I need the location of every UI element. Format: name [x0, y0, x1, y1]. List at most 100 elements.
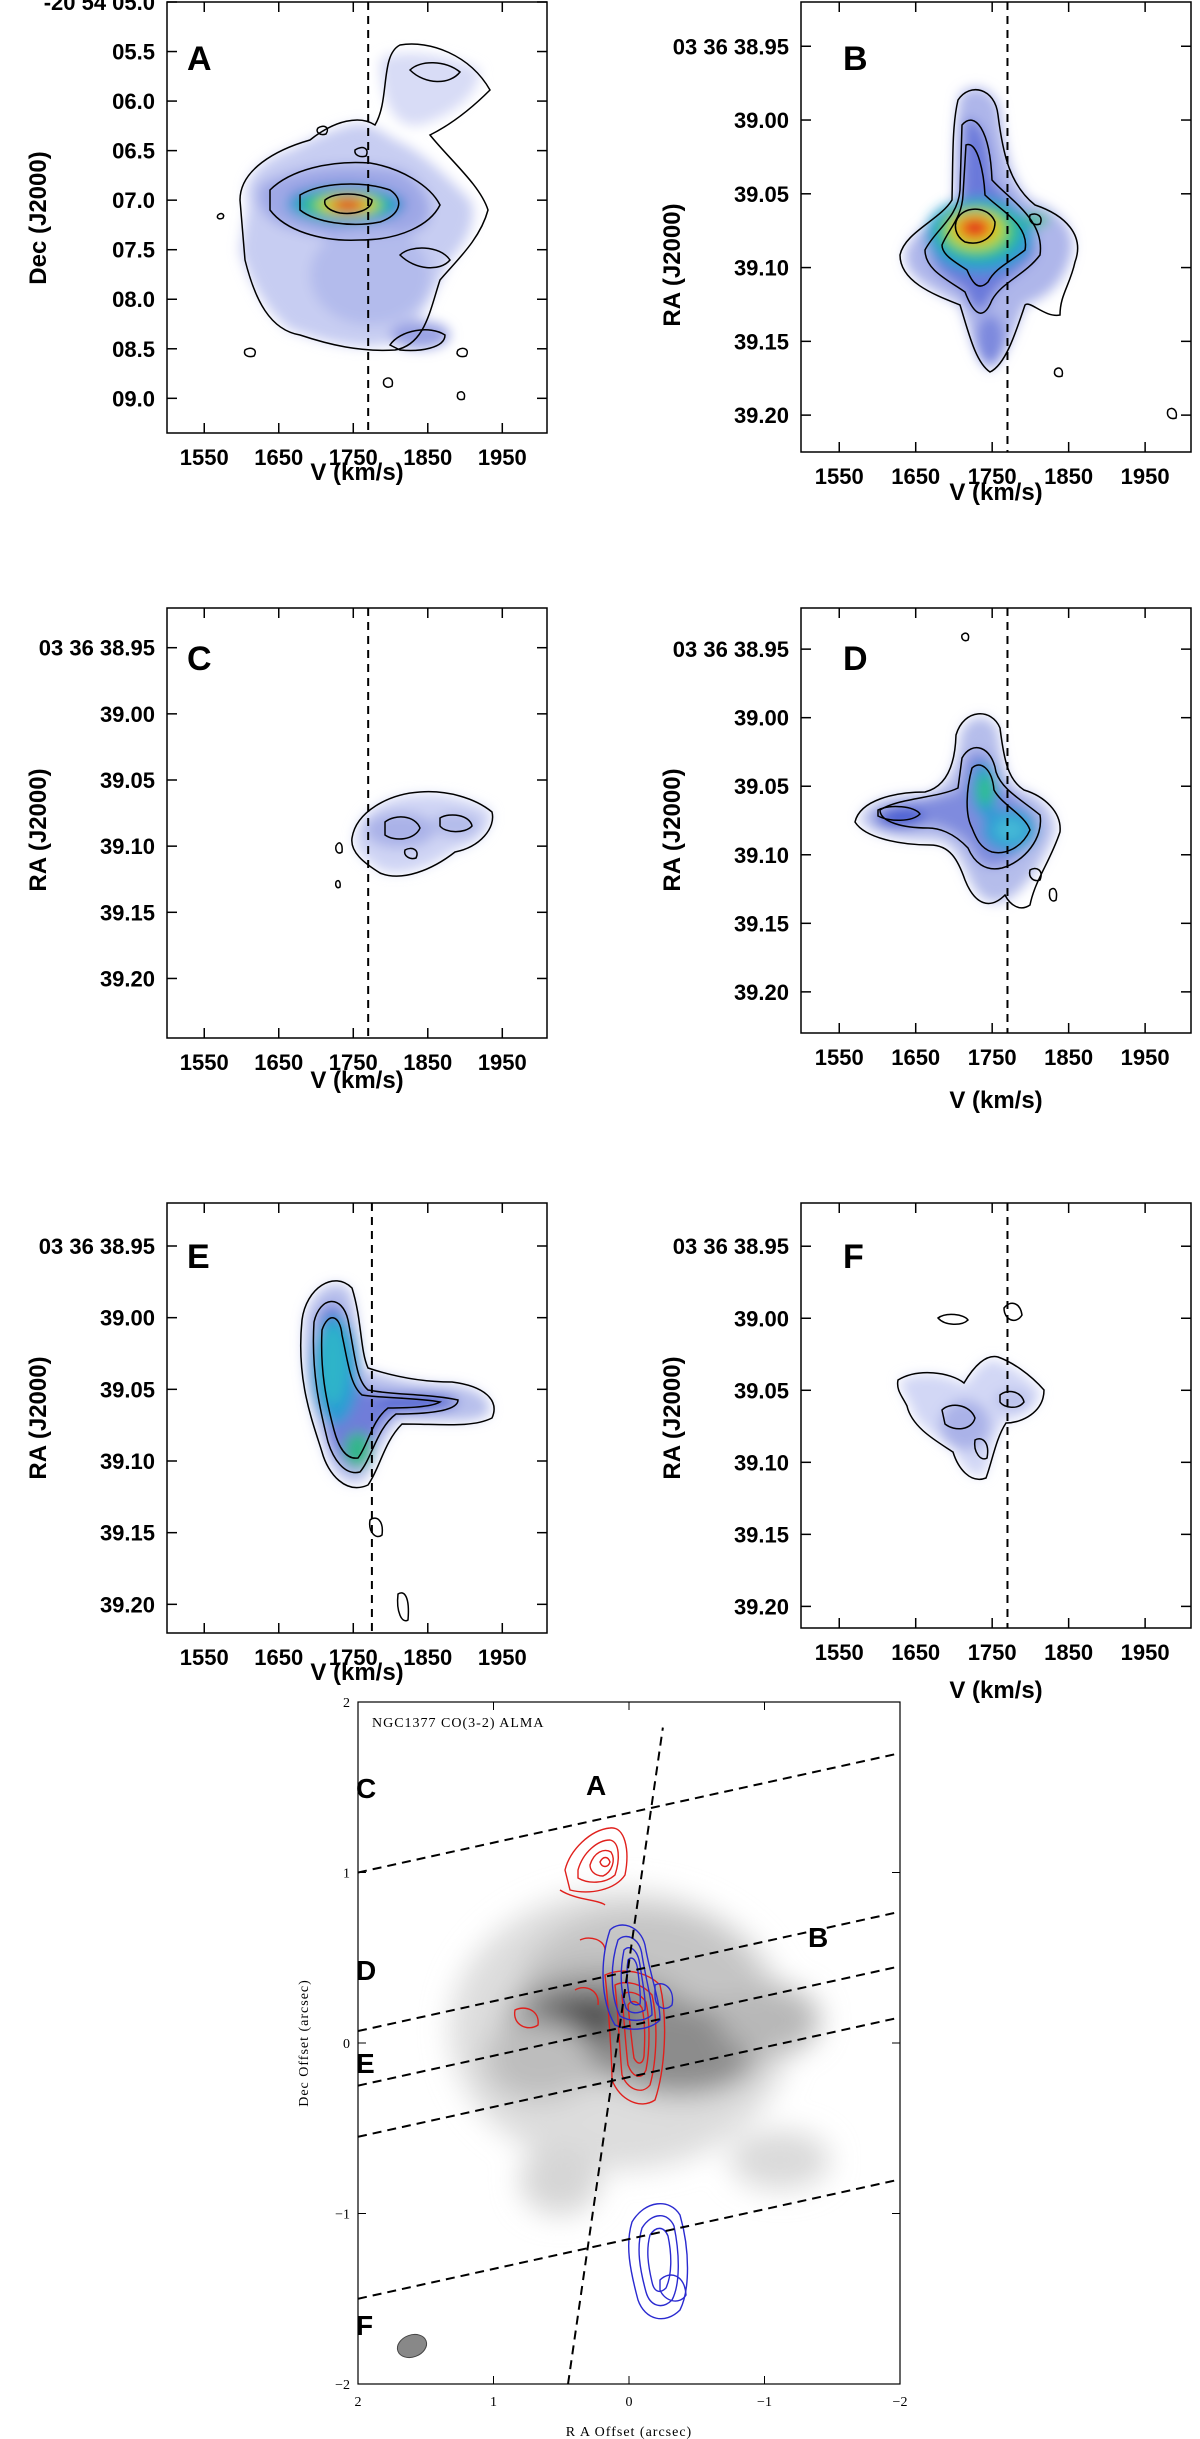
- panel-frame: [800, 1202, 1192, 1629]
- y-tick-label: 39.05: [734, 182, 789, 207]
- map-y-tick-label: −1: [335, 2208, 350, 2223]
- slit-label-a: A: [586, 1770, 606, 1801]
- co-map-panel: 2 1 0 −1 −2 2 1 0 −1 −2 NGC1377 CO(3-2) ALMA R A …: [297, 1696, 907, 2439]
- slit-label-d: D: [356, 1955, 376, 1986]
- panel-label-a: A: [187, 40, 212, 78]
- slit-line-a: [567, 1727, 664, 2384]
- panel-label-b: B: [843, 40, 868, 78]
- y-tick-label: 39.15: [734, 1522, 789, 1547]
- y-tick-label: 39.10: [734, 1450, 789, 1475]
- panel-label-d: D: [843, 640, 868, 678]
- map-y-tick-label: 2: [343, 1696, 350, 1711]
- map-y-tick-label: −2: [335, 2378, 350, 2393]
- x-tick-label: 1950: [478, 445, 527, 470]
- y-axis-label: Dec (J2000): [25, 151, 52, 284]
- y-tick-label: 39.10: [100, 1449, 155, 1474]
- pv-emission-d: [854, 632, 1061, 909]
- slit-line-b: [358, 1965, 900, 2087]
- y-tick-label: 03 36 38.95: [673, 1234, 789, 1259]
- pv-panel-c: 1550 1650 1750 1850 1950 03 36 38.95 39.00 39.0…: [25, 607, 548, 1094]
- axis-ticks-f: 1550 1650 1750 1850 1950 03 36 38.95 39.00 39.0…: [673, 1203, 1191, 1665]
- x-tick-label: 1750: [968, 464, 1017, 489]
- x-tick-label: 1750: [329, 445, 378, 470]
- y-axis-label: RA (J2000): [25, 768, 52, 891]
- slit-line-f: [358, 2178, 900, 2300]
- x-axis-label: V (km/s): [310, 1067, 403, 1094]
- x-axis-label: V (km/s): [949, 1677, 1042, 1704]
- slit-labels: A C B D E F: [356, 1770, 828, 2341]
- y-tick-label: 39.20: [734, 1594, 789, 1619]
- x-tick-label: 1950: [1121, 1045, 1170, 1070]
- y-tick-label: 39.05: [734, 774, 789, 799]
- map-y-tick-label: 1: [343, 1867, 350, 1882]
- y-tick-label: 03 36 38.95: [39, 1234, 155, 1259]
- y-tick-label: 05.5: [112, 40, 155, 65]
- panel-frame: [166, 1, 548, 434]
- y-tick-label: 39.05: [100, 1377, 155, 1402]
- y-tick-label: 39.10: [734, 256, 789, 281]
- y-tick-label: 39.15: [100, 900, 155, 925]
- x-tick-label: 1550: [180, 1645, 229, 1670]
- pv-panel-a: 1550 1650 1750 1850 1950 -20 54 05.0 05.5 06.0 0…: [25, 0, 548, 486]
- x-tick-label: 1850: [403, 1645, 452, 1670]
- y-tick-label: 39.00: [734, 108, 789, 133]
- slit-line-d: [358, 1910, 900, 2033]
- slit-line-c: [358, 1752, 900, 1874]
- blueshifted-contours: [602, 1924, 689, 2320]
- y-tick-label: 39.00: [734, 706, 789, 731]
- continuum-greyscale: [450, 1890, 830, 2215]
- panel-frame: [166, 607, 548, 1039]
- map-x-tick-label: −1: [757, 2395, 772, 2410]
- y-tick-label: 39.10: [734, 843, 789, 868]
- axis-ticks-d: 1550 1650 1750 1850 1950 03 36 38.95 39.00 39.0…: [673, 608, 1191, 1070]
- y-tick-label: 08.5: [112, 337, 155, 362]
- map-x-tick-label: 1: [490, 2395, 497, 2410]
- y-tick-label: 06.5: [112, 139, 155, 164]
- y-tick-label: 39.05: [100, 768, 155, 793]
- y-tick-label: 09.0: [112, 386, 155, 411]
- x-axis-label: V (km/s): [310, 1659, 403, 1686]
- slit-label-f: F: [356, 2310, 373, 2341]
- y-tick-label: -20 54 05.0: [44, 0, 155, 15]
- x-tick-label: 1650: [891, 464, 940, 489]
- x-tick-label: 1950: [1121, 1640, 1170, 1665]
- y-tick-label: 39.00: [734, 1306, 789, 1331]
- y-axis-label: RA (J2000): [25, 1356, 52, 1479]
- x-tick-label: 1550: [815, 1045, 864, 1070]
- axis-ticks-b: 1550 1650 1750 1850 1950 03 36 38.95 39.00 39.0…: [673, 2, 1191, 489]
- y-axis-label: RA (J2000): [659, 768, 686, 891]
- y-tick-label: 39.10: [100, 834, 155, 859]
- pv-emission-b: [899, 87, 1178, 420]
- x-tick-label: 1650: [254, 1645, 303, 1670]
- x-tick-label: 1850: [1044, 1640, 1093, 1665]
- x-tick-label: 1850: [1044, 464, 1093, 489]
- y-tick-label: 08.0: [112, 287, 155, 312]
- x-tick-label: 1650: [254, 445, 303, 470]
- redshifted-contours: [514, 1827, 666, 2105]
- x-tick-label: 1750: [968, 1045, 1017, 1070]
- x-tick-label: 1650: [891, 1640, 940, 1665]
- slit-line-e: [358, 2016, 900, 2138]
- y-tick-label: 39.15: [734, 911, 789, 936]
- x-tick-label: 1550: [180, 445, 229, 470]
- x-tick-label: 1650: [254, 1050, 303, 1075]
- pv-emission-f: [896, 1302, 1045, 1481]
- panel-label-e: E: [187, 1238, 210, 1276]
- axis-ticks-a: 1550 1650 1750 1850 1950 -20 54 05.0 05.5 06.0 0…: [44, 0, 547, 470]
- y-tick-label: 03 36 38.95: [39, 636, 155, 661]
- map-x-tick-label: −2: [893, 2395, 908, 2410]
- x-tick-label: 1750: [968, 1640, 1017, 1665]
- x-axis-label: V (km/s): [949, 479, 1042, 506]
- axis-ticks-e: 1550 1650 1750 1850 1950 03 36 38.95 39.00 39.0…: [39, 1203, 547, 1670]
- x-tick-label: 1950: [1121, 464, 1170, 489]
- y-axis-label: RA (J2000): [659, 1356, 686, 1479]
- panel-frame: [166, 1202, 548, 1634]
- beam-ellipse: [396, 2333, 428, 2359]
- x-tick-label: 1550: [815, 464, 864, 489]
- x-tick-label: 1550: [180, 1050, 229, 1075]
- map-title: NGC1377 CO(3-2) ALMA: [372, 1716, 544, 1731]
- panel-frame: [800, 607, 1192, 1034]
- y-tick-label: 07.5: [112, 238, 155, 263]
- pv-panel-b: 1550 1650 1750 1850 1950 03 36 38.95 39.00 39.0…: [659, 1, 1192, 506]
